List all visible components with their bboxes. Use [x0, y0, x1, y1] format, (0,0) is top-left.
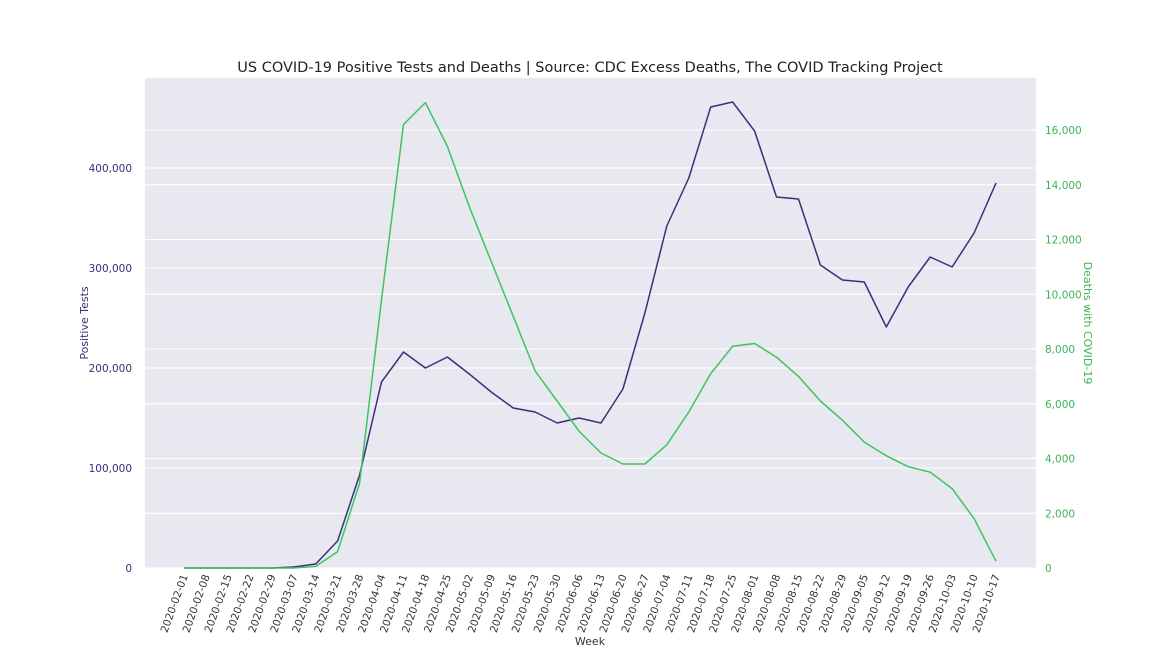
y-axis-right-label: Deaths with COVID-19	[1081, 262, 1094, 385]
y-right-tick-label: 4,000	[1045, 454, 1075, 466]
left-axis-ticks: 0 100,000 200,000 300,000 400,000	[89, 163, 132, 575]
deaths-series-line	[184, 101, 997, 569]
right-axis-ticks: 0 2,000 4,000 6,000 8,000 10,000 12,000 14,000 1…	[1045, 125, 1082, 575]
y-left-tick-label: 100,000	[89, 463, 132, 475]
positive-tests-series-line	[184, 101, 997, 569]
y-right-tick-label: 10,000	[1045, 289, 1082, 301]
y-left-tick-label: 0	[125, 563, 132, 575]
y-right-tick-label: 8,000	[1045, 344, 1075, 356]
y-right-tick-label: 16,000	[1045, 125, 1082, 137]
y-right-tick-label: 2,000	[1045, 508, 1075, 520]
y-right-tick-label: 14,000	[1045, 180, 1082, 192]
x-axis-label: Week	[575, 635, 606, 648]
y-left-tick-label: 300,000	[89, 263, 132, 275]
chart-title: US COVID-19 Positive Tests and Deaths | …	[237, 60, 943, 76]
y-right-tick-label: 12,000	[1045, 235, 1082, 247]
series-layer	[184, 101, 997, 569]
y-right-tick-label: 0	[1045, 563, 1052, 575]
y-left-tick-label: 200,000	[89, 363, 132, 375]
y-axis-left-label: Positive Tests	[78, 286, 91, 360]
y-left-tick-label: 400,000	[89, 163, 132, 175]
plot-area	[145, 78, 1036, 568]
x-axis-ticks: 2020-02-012020-02-082020-02-152020-02-22…	[159, 573, 1003, 635]
y-right-tick-label: 6,000	[1045, 399, 1075, 411]
